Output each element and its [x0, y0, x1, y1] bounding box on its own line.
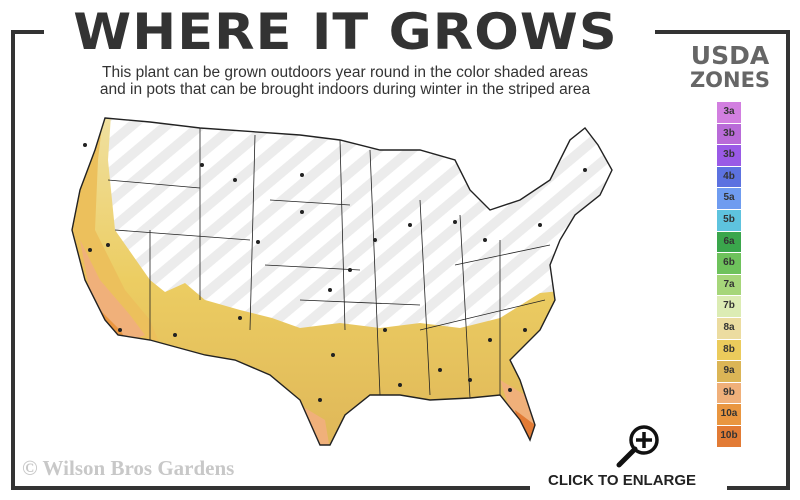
copyright-watermark: © Wilson Bros Gardens — [22, 456, 235, 480]
subtitle: This plant can be grown outdoors year ro… — [60, 64, 630, 98]
frame-bottom-left — [11, 486, 346, 490]
legend-zone-8b: 8b — [717, 339, 741, 361]
zoom-in-magnifier-icon — [616, 425, 659, 468]
subtitle-line-2: and in pots that can be brought indoors … — [99, 81, 591, 98]
legend-zone-5b: 5b — [717, 209, 741, 231]
legend-zone-10b: 10b — [717, 425, 741, 447]
legend-title-usda: USDA — [690, 41, 770, 70]
usda-zone-legend: 3a 3b 3b 4b 5a 5b 6a 6b 7a 7b 8a 8b 9a 9b 10a 10b — [717, 102, 741, 448]
frame-bottom-right — [727, 486, 790, 490]
legend-zone-7b: 7b — [717, 296, 741, 317]
frame-top-right — [655, 30, 790, 34]
legend-zone-3b: 3b — [717, 123, 741, 145]
legend-zone-10a: 10a — [717, 404, 741, 425]
click-to-enlarge-button[interactable]: CLICK TO ENLARGE — [540, 420, 720, 490]
subtitle-line-1: This plant can be grown outdoors year ro… — [102, 64, 588, 81]
legend-zone-6a: 6a — [717, 231, 741, 253]
legend-zone-6b: 6b — [717, 253, 741, 274]
state-borders — [71, 117, 613, 446]
page-title: WHERE IT GROWS — [73, 3, 618, 61]
legend-zone-3a: 3a — [717, 102, 741, 123]
legend-zone-3b: 3b — [717, 145, 741, 166]
state-capital-dots — [83, 143, 587, 402]
legend-title-zones: ZONES — [689, 68, 771, 92]
legend-zone-5a: 5a — [717, 188, 741, 209]
frame-right — [786, 30, 790, 490]
legend-zone-7a: 7a — [717, 274, 741, 296]
frame-left — [11, 30, 15, 490]
legend-zone-4b: 4b — [717, 166, 741, 188]
legend-title: USDA ZONES — [675, 41, 785, 92]
frame-bottom-mid — [346, 486, 530, 490]
click-to-enlarge-label: CLICK TO ENLARGE — [548, 472, 697, 489]
legend-zone-9b: 9b — [717, 382, 741, 404]
legend-zone-9a: 9a — [717, 361, 741, 382]
frame-top-left — [11, 30, 44, 34]
legend-zone-8a: 8a — [717, 317, 741, 339]
